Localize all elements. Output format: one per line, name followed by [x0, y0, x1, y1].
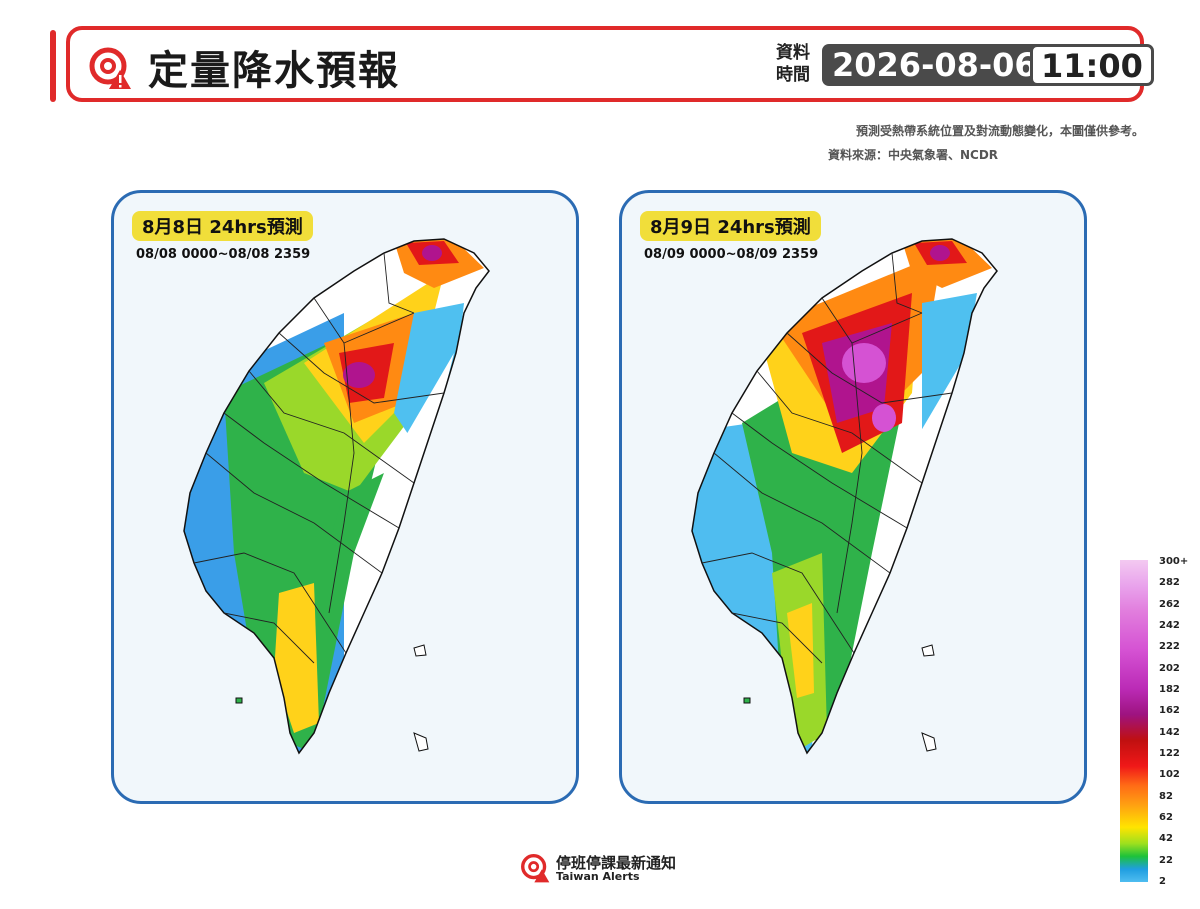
legend-label: 122: [1159, 748, 1180, 759]
map-panel-aug8: 8月8日 24hrs預測 08/08 0000~08/08 2359: [111, 190, 579, 804]
header-accent-bar: [50, 30, 56, 102]
page-title: 定量降水預報: [148, 48, 400, 94]
legend-label: 62: [1159, 812, 1173, 823]
legend-label: 102: [1159, 769, 1180, 781]
rainfall-color-scale: [1120, 560, 1148, 882]
legend-label: 182: [1159, 684, 1180, 695]
map-panel-aug9: 8月9日 24hrs預測 08/09 0000~08/09 2359: [619, 190, 1087, 804]
map-range-aug9: 08/09 0000~08/09 2359: [644, 247, 819, 262]
date-badge: 2026-08-06: [822, 44, 1047, 86]
footer-brand-en: Taiwan Alerts: [556, 870, 640, 883]
legend-label: 2: [1159, 876, 1166, 887]
legend-label: 162: [1159, 705, 1180, 717]
disclaimer-note: 預測受熱帶系統位置及對流動態變化，本圖僅供參考。: [855, 124, 1144, 138]
legend-label: 242: [1159, 620, 1180, 631]
taiwan-rainfall-map-aug8: [183, 238, 490, 755]
map-range-aug8: 08/08 0000~08/08 2359: [136, 247, 311, 262]
legend-label: 202: [1159, 662, 1180, 674]
taiwan-rainfall-map-aug9: [691, 238, 998, 755]
taiwan-alerts-logo-icon: [521, 854, 550, 883]
legend-label: 282: [1159, 577, 1180, 589]
footer-brand-cn: 停班停課最新通知: [556, 854, 677, 872]
data-time-label: 資料時間: [776, 43, 810, 85]
source-note: 資料來源：中央氣象署、NCDR: [828, 148, 999, 162]
typhoon-alert-logo-icon: [89, 47, 131, 89]
legend-label: 222: [1159, 641, 1180, 653]
legend-label: 142: [1159, 726, 1180, 738]
legend-label: 262: [1159, 598, 1180, 610]
legend-label: 22: [1159, 854, 1173, 866]
legend-label: 42: [1159, 833, 1173, 845]
legend-label: 300+: [1159, 556, 1189, 567]
time-badge: 11:00: [1030, 44, 1154, 86]
map-title-aug8: 8月8日 24hrs預測: [132, 211, 313, 241]
legend-label: 82: [1159, 790, 1173, 802]
map-title-aug9: 8月9日 24hrs預測: [640, 211, 821, 241]
